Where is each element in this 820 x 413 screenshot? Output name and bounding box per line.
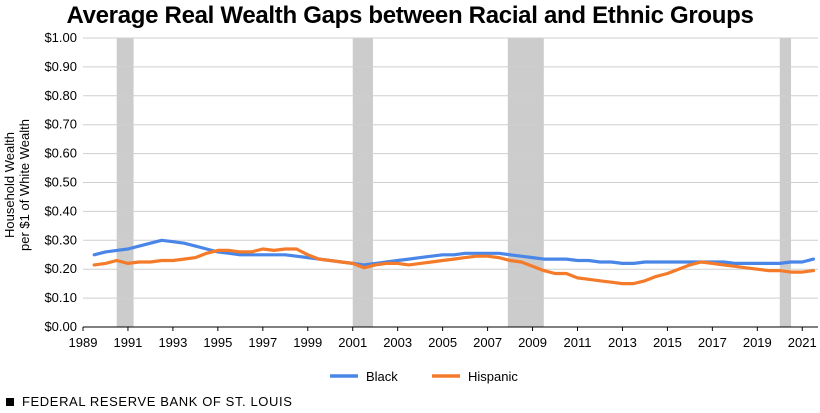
y-tick-label: $0.20 xyxy=(44,261,77,276)
x-tick-label: 2017 xyxy=(698,335,727,350)
y-tick-label: $0.40 xyxy=(44,203,77,218)
y-tick-label: $0.00 xyxy=(44,319,77,334)
x-tick-label: 2007 xyxy=(473,335,502,350)
footer: FEDERAL RESERVE BANK OF ST. LOUIS xyxy=(6,394,292,409)
y-tick-label: $0.10 xyxy=(44,290,77,305)
x-tick-label: 1997 xyxy=(248,335,277,350)
y-tick-label: $0.80 xyxy=(44,88,77,103)
x-tick-label: 2015 xyxy=(653,335,682,350)
x-tick-label: 2019 xyxy=(743,335,772,350)
x-tick-label: 1991 xyxy=(113,335,142,350)
y-axis-label-line-1: Household Wealth xyxy=(2,132,17,238)
x-tick-label: 2003 xyxy=(383,335,412,350)
series-lines xyxy=(92,238,816,286)
legend-label-black: Black xyxy=(366,369,398,384)
x-tick-label: 1999 xyxy=(293,335,322,350)
gridlines xyxy=(83,37,818,299)
series-line-hispanic xyxy=(92,247,816,286)
x-tick-label: 2013 xyxy=(608,335,637,350)
legend-label-hispanic: Hispanic xyxy=(468,369,518,384)
footer-text: FEDERAL RESERVE BANK OF ST. LOUIS xyxy=(22,394,293,409)
y-tick-label: $1.00 xyxy=(44,30,77,45)
y-tick-label: $0.60 xyxy=(44,146,77,161)
y-tick-label: $0.70 xyxy=(44,117,77,132)
y-axis-label-line-2: per $1 of White Wealth xyxy=(17,119,32,251)
x-tick-label: 2021 xyxy=(788,335,817,350)
x-tick-label: 2011 xyxy=(564,335,592,350)
y-tick-label: $0.50 xyxy=(44,175,77,190)
x-tick-label: 2001 xyxy=(338,335,367,350)
x-tick-label: 2005 xyxy=(428,335,457,350)
y-tick-label: $0.90 xyxy=(44,59,77,74)
legend: Black Hispanic xyxy=(330,369,518,384)
x-tick-label: 1993 xyxy=(158,335,187,350)
x-tick-label: 2009 xyxy=(518,335,547,350)
axes: $0.00 $0.10 $0.20 $0.30 $0.40 $0.50 $0.60 $0.70… xyxy=(44,30,818,350)
y-tick-label: $0.30 xyxy=(44,232,77,247)
chart-title: Average Real Wealth Gaps between Racial … xyxy=(66,2,754,29)
footer-square-icon xyxy=(6,397,14,406)
x-tick-label: 1995 xyxy=(203,335,232,350)
x-tick-label: 1989 xyxy=(69,335,98,350)
y-axis-label: Household Wealth per $1 of White Wealth xyxy=(2,119,32,251)
